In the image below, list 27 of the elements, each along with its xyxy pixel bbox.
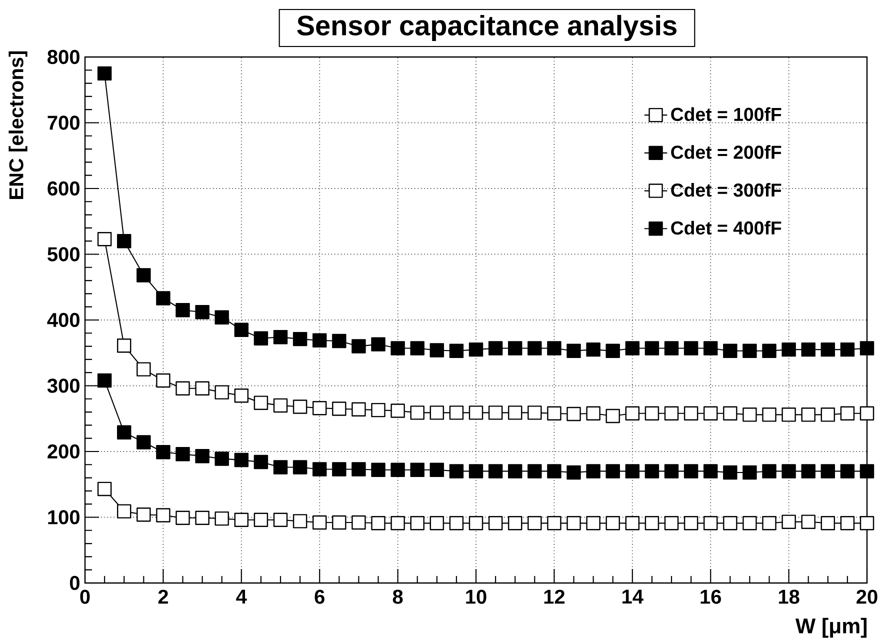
y-tick-label: 300 (47, 378, 80, 393)
y-axis-title: ENC [electrons] (8, 51, 28, 199)
y-tick-label: 800 (48, 50, 80, 64)
y-tick-label: 400 (47, 312, 80, 328)
x-tick-label: 0 (80, 590, 90, 604)
legend-label: Cdet = 100fF (671, 107, 782, 122)
y-tick-label: 100 (48, 510, 80, 524)
x-tick-label: 20 (856, 590, 878, 604)
x-tick-label: 6 (314, 590, 324, 604)
y-tick-label: 600 (48, 181, 80, 196)
x-tick-label: 16 (700, 590, 721, 604)
y-tick-label: 0 (70, 576, 80, 590)
x-tick-label: 4 (236, 590, 247, 604)
legend-label: Cdet = 200fF (671, 145, 782, 159)
x-tick-label: 10 (466, 590, 486, 604)
legend-label: Cdet = 400fF (671, 220, 782, 235)
x-tick-label: 18 (778, 590, 800, 604)
y-tick-label: 200 (48, 444, 80, 459)
x-tick-label: 8 (392, 590, 403, 604)
y-tick-label: 700 (48, 116, 80, 130)
x-tick-label: 14 (622, 590, 644, 604)
chart-title: Sensor capacitance analysis (297, 14, 676, 42)
legend-label: Cdet = 300fF (671, 183, 782, 197)
y-tick-label: 500 (48, 247, 80, 262)
x-tick-label: 12 (544, 590, 565, 604)
x-tick-label: 2 (158, 590, 168, 604)
x-axis-title: W [μm] (795, 618, 867, 638)
